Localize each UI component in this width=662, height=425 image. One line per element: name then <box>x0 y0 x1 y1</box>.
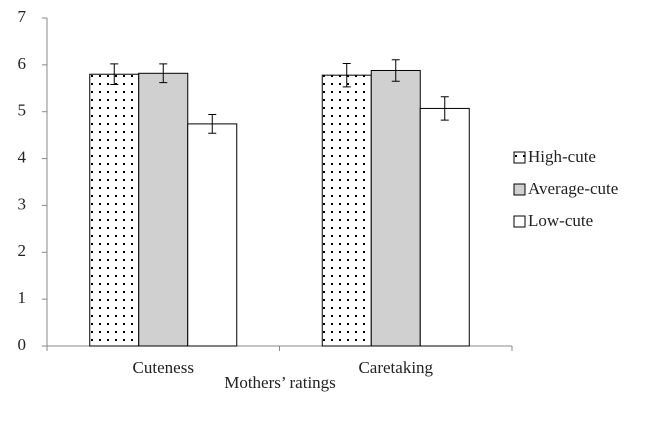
y-tick-label: 0 <box>18 335 27 354</box>
y-tick-label: 1 <box>18 288 27 307</box>
x-tick-label: Cuteness <box>133 358 194 377</box>
legend-label: Average-cute <box>528 179 618 198</box>
legend-swatch <box>513 183 526 196</box>
bar <box>370 69 421 347</box>
y-tick-label: 2 <box>18 241 27 260</box>
y-tick-label: 3 <box>18 194 27 213</box>
error-bar <box>159 63 168 84</box>
x-axis-title: Mothers’ ratings <box>224 373 336 392</box>
bar <box>321 74 372 347</box>
legend-label: High-cute <box>528 147 596 166</box>
legend-swatch <box>513 215 526 228</box>
error-bar <box>440 96 449 121</box>
y-tick-label: 7 <box>18 7 27 26</box>
bar <box>89 73 140 347</box>
y-tick-label: 5 <box>18 101 27 120</box>
x-tick-label: Caretaking <box>358 358 433 377</box>
error-bar <box>342 62 351 88</box>
y-tick-label: 4 <box>18 147 27 166</box>
y-tick-label: 6 <box>18 54 27 73</box>
legend-label: Low-cute <box>528 211 593 230</box>
legend-swatch <box>513 151 526 164</box>
bar <box>138 72 189 347</box>
error-bar <box>110 63 119 86</box>
error-bar <box>391 59 400 82</box>
error-bar <box>208 114 217 134</box>
bar <box>187 123 238 347</box>
bar <box>419 107 470 347</box>
